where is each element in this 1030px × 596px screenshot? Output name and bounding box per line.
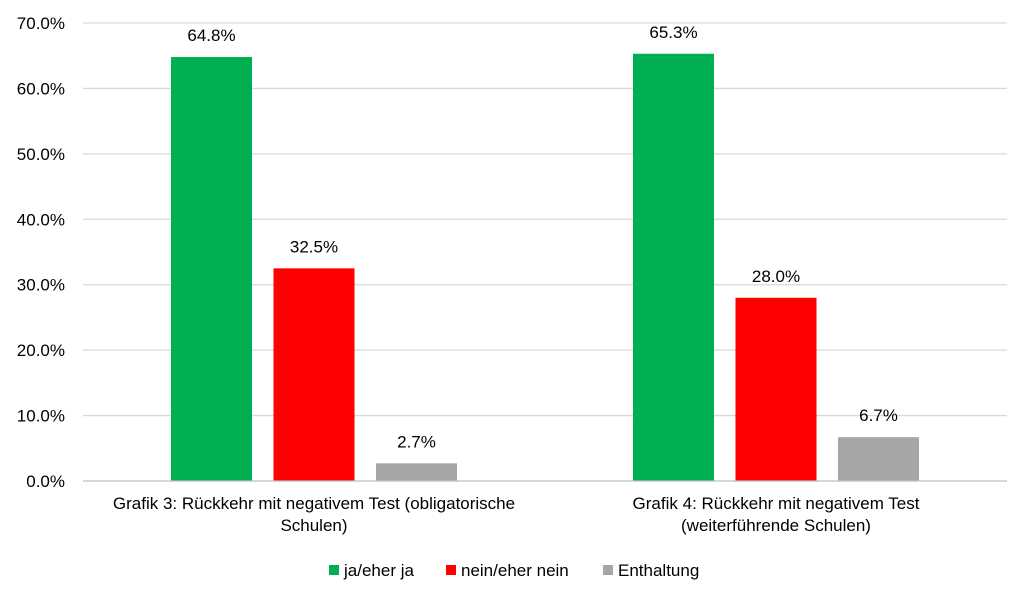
x-axis: Grafik 3: Rückkehr mit negativem Test (o… — [83, 480, 1007, 535]
legend-swatch — [329, 565, 339, 575]
legend-label: ja/eher ja — [343, 561, 414, 580]
bar-enthaltung-2 — [838, 437, 919, 481]
data-label: 65.3% — [649, 23, 697, 42]
y-tick-label: 20.0% — [17, 341, 65, 360]
x-category-label: Grafik 3: Rückkehr mit negativem Test (o… — [113, 494, 515, 513]
x-category-label: Schulen) — [280, 516, 347, 535]
data-label: 6.7% — [859, 406, 898, 425]
bar-nein-eher-nein-2 — [735, 297, 817, 481]
y-tick-label: 30.0% — [17, 276, 65, 295]
legend-swatch — [446, 565, 456, 575]
x-category-label: (weiterführende Schulen) — [681, 516, 871, 535]
y-tick-label: 60.0% — [17, 79, 65, 98]
bar-ja-eher-ja-2 — [633, 53, 714, 481]
data-labels: 64.8% 32.5% 2.7% 65.3% 28.0% 6.7% — [187, 23, 897, 452]
y-tick-label: 0.0% — [26, 472, 65, 491]
bar-enthaltung-1 — [376, 463, 457, 481]
data-label: 32.5% — [290, 237, 338, 256]
data-label: 28.0% — [752, 267, 800, 286]
legend-label: nein/eher nein — [461, 561, 569, 580]
bar-ja-eher-ja-1 — [171, 57, 252, 481]
data-label: 64.8% — [187, 26, 235, 45]
legend-swatch — [603, 565, 613, 575]
y-tick-label: 50.0% — [17, 145, 65, 164]
bars — [171, 53, 919, 481]
data-label: 2.7% — [397, 432, 436, 451]
legend: ja/eher ja nein/eher nein Enthaltung — [329, 561, 699, 580]
y-tick-label: 70.0% — [17, 14, 65, 33]
bar-nein-eher-nein-1 — [273, 268, 355, 481]
y-axis-tick-labels: 0.0% 10.0% 20.0% 30.0% 40.0% 50.0% 60.0% 70.0% — [17, 14, 65, 491]
y-tick-label: 10.0% — [17, 407, 65, 426]
legend-label: Enthaltung — [618, 561, 699, 580]
x-category-label: Grafik 4: Rückkehr mit negativem Test — [633, 494, 920, 513]
y-tick-label: 40.0% — [17, 210, 65, 229]
